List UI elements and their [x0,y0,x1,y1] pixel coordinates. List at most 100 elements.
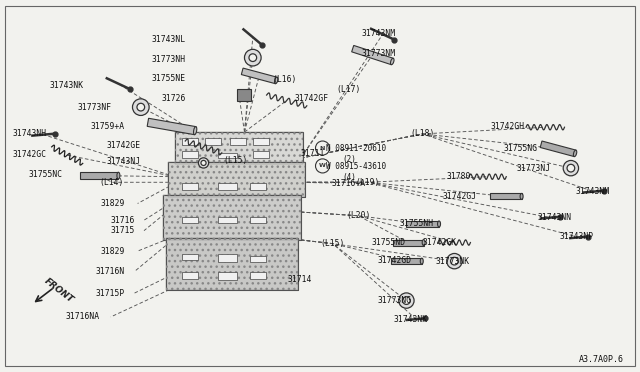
Polygon shape [406,221,439,227]
Text: 31715P: 31715P [95,289,125,298]
Text: 31711: 31711 [301,149,325,158]
Text: 31743NJ: 31743NJ [107,157,141,166]
Ellipse shape [438,221,440,227]
Circle shape [137,103,145,111]
Text: N 08911-20610: N 08911-20610 [326,144,387,153]
Polygon shape [241,68,277,84]
Text: 31743NN: 31743NN [538,213,572,222]
Text: (2): (2) [342,155,356,164]
Polygon shape [147,118,196,135]
Text: 31742GK: 31742GK [422,238,456,247]
Ellipse shape [117,172,120,179]
Bar [175,132,303,164]
Polygon shape [393,240,424,246]
Text: 31829: 31829 [100,247,125,256]
Bar [218,272,237,280]
Bar [250,256,266,262]
Text: 31742GC: 31742GC [13,150,47,159]
Circle shape [244,49,261,66]
Text: 31743NP: 31743NP [560,232,594,241]
Bar [205,138,221,145]
Text: 31829: 31829 [100,199,125,208]
Bar [218,183,237,190]
Circle shape [403,297,410,304]
Text: (L15): (L15) [321,239,345,248]
Text: (L15): (L15) [223,156,248,165]
Bar [168,162,305,197]
Bar [182,217,198,223]
Ellipse shape [193,126,196,135]
Text: 31755ND: 31755ND [371,238,405,247]
Text: 31773NH: 31773NH [152,55,186,64]
Text: N: N [320,145,325,151]
Bar [163,195,301,240]
Text: 31743NM: 31743NM [576,187,610,196]
Text: (L19): (L19) [356,178,380,187]
Text: 31715: 31715 [110,226,134,235]
Bar [163,195,301,240]
Circle shape [563,160,579,176]
Text: 31755NG: 31755NG [504,144,538,153]
Text: 31773NK: 31773NK [435,257,469,266]
Bar [237,89,251,101]
Bar [182,183,198,190]
Bar [218,153,237,158]
Circle shape [567,164,575,172]
Ellipse shape [420,258,423,264]
Text: 31743NK: 31743NK [49,81,83,90]
Bar [175,132,303,164]
Text: 31773NG: 31773NG [378,296,412,305]
Text: 31755NC: 31755NC [29,170,63,179]
Text: 31755NE: 31755NE [152,74,186,83]
Text: (L18): (L18) [410,129,435,138]
Text: (L14): (L14) [100,178,124,187]
Circle shape [132,99,149,115]
Text: 31759+A: 31759+A [91,122,125,131]
Text: 31716+A: 31716+A [332,179,365,187]
Text: 31773NF: 31773NF [78,103,112,112]
Bar [253,138,269,145]
Bar [218,254,237,262]
Text: 31743NM: 31743NM [362,29,396,38]
Polygon shape [490,193,522,199]
Text: (4): (4) [342,173,356,182]
Bar [166,238,298,290]
Circle shape [316,159,330,173]
Text: 31714: 31714 [288,275,312,283]
Text: 31742GD: 31742GD [378,256,412,265]
Ellipse shape [275,77,278,84]
Bar [182,151,198,158]
Text: 31742GE: 31742GE [107,141,141,150]
Text: 31742GJ: 31742GJ [443,192,477,201]
Text: 31755NH: 31755NH [400,219,434,228]
Circle shape [451,257,458,265]
Circle shape [198,158,209,168]
Text: 31716NA: 31716NA [65,312,99,321]
Text: 31716: 31716 [110,216,134,225]
Text: 31773NJ: 31773NJ [516,164,550,173]
Bar [218,217,237,223]
Text: FRONT: FRONT [43,277,75,305]
Bar [182,254,198,260]
Text: (L16): (L16) [273,76,297,84]
Circle shape [201,160,206,166]
Text: 31773NM: 31773NM [362,49,396,58]
Bar [250,217,266,223]
Polygon shape [351,45,394,65]
Text: 31716N: 31716N [95,267,125,276]
Circle shape [249,54,257,61]
Bar [250,272,266,279]
Bar [250,183,266,190]
Text: W: W [319,163,326,169]
Bar [182,272,198,279]
Ellipse shape [573,150,577,157]
Text: 31743NK: 31743NK [394,315,428,324]
Bar [253,151,269,158]
Polygon shape [540,141,576,157]
Circle shape [447,253,462,269]
Text: 31742GH: 31742GH [491,122,525,131]
Text: 31742GF: 31742GF [294,94,328,103]
Text: 31780: 31780 [446,172,470,181]
Text: 31743NH: 31743NH [13,129,47,138]
Bar [168,162,305,197]
